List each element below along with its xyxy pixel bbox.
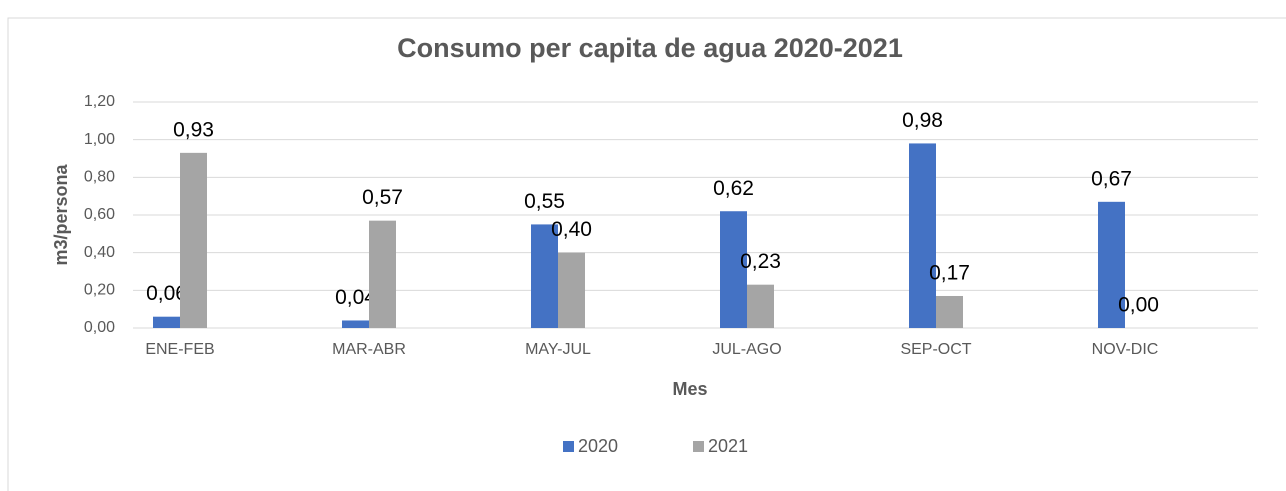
data-label: 0,23 — [740, 250, 781, 273]
x-tick-label: JUL-AGO — [712, 341, 781, 358]
legend-label: 2021 — [708, 436, 748, 456]
y-tick-label: 0,40 — [84, 244, 115, 261]
data-label: 0,17 — [929, 262, 970, 285]
bar — [558, 252, 585, 328]
bar — [747, 284, 774, 328]
data-label: 0,67 — [1091, 167, 1132, 190]
y-tick-label: 1,00 — [84, 131, 115, 148]
bar — [909, 143, 936, 328]
y-tick-label: 0,20 — [84, 282, 115, 299]
legend-swatch — [563, 441, 574, 452]
legend-label: 2020 — [578, 436, 618, 456]
y-tick-label: 0,80 — [84, 169, 115, 186]
data-label: 0,62 — [713, 177, 754, 200]
bar — [369, 220, 396, 328]
data-label: 0,06 — [146, 282, 187, 305]
data-label: 0,55 — [524, 190, 565, 213]
data-label: 0,04 — [335, 286, 376, 309]
data-label: 0,57 — [362, 186, 403, 209]
y-axis-label: m3/persona — [51, 163, 71, 265]
data-label: 0,00 — [1118, 294, 1159, 317]
bar — [720, 211, 747, 328]
x-tick-label: MAR-ABR — [332, 341, 406, 358]
bar — [342, 320, 369, 328]
x-tick-label: MAY-JUL — [525, 341, 591, 358]
data-label: 0,98 — [902, 109, 943, 132]
y-tick-label: 1,20 — [84, 93, 115, 110]
bar — [1098, 201, 1125, 328]
data-label: 0,40 — [551, 218, 592, 241]
x-tick-label: SEP-OCT — [900, 341, 971, 358]
chart-frame — [7, 17, 1286, 491]
x-axis-label: Mes — [672, 379, 707, 399]
bar — [531, 224, 558, 328]
bar — [153, 316, 180, 328]
data-label: 0,93 — [173, 118, 214, 141]
legend-swatch — [693, 441, 704, 452]
x-tick-label: NOV-DIC — [1092, 341, 1159, 358]
y-tick-label: 0,00 — [84, 319, 115, 336]
bar — [180, 152, 207, 328]
x-tick-label: ENE-FEB — [145, 341, 214, 358]
bar — [936, 295, 963, 328]
y-tick-label: 0,60 — [84, 206, 115, 223]
chart-title: Consumo per capita de agua 2020-2021 — [397, 33, 903, 63]
